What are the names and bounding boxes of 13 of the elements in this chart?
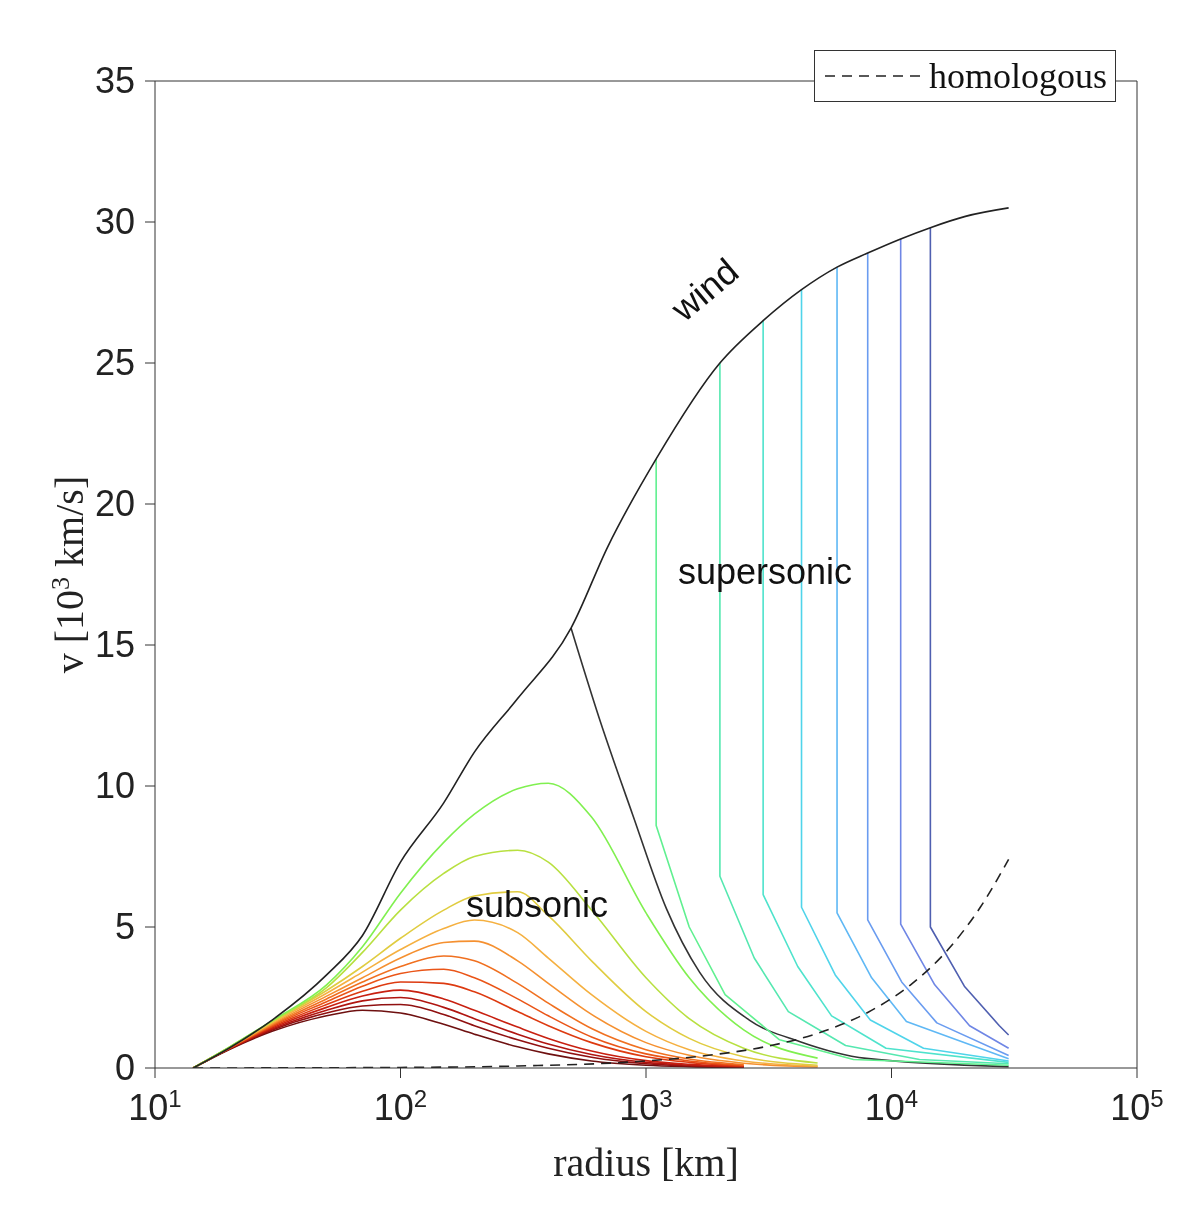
x-axis-title: radius [km] — [553, 1140, 739, 1186]
y-tick-label: 5 — [114, 906, 135, 947]
y-tick-label: 25 — [94, 342, 135, 383]
x-tick-label: 10$^{5}$ — [1110, 1084, 1164, 1128]
x-tick-label: 10$^{4}$ — [864, 1084, 919, 1128]
y-tick-label: 35 — [94, 60, 135, 101]
legend-label: homologous — [928, 55, 1107, 97]
y-tick-label: 15 — [94, 624, 135, 665]
y-tick-label: 30 — [94, 201, 135, 242]
y-tick-label: 20 — [94, 483, 135, 524]
x-tick-label: 10$^{2}$ — [373, 1084, 428, 1128]
y-tick-label: 10 — [94, 765, 135, 806]
x-tick-label: 10$^{3}$ — [619, 1084, 673, 1128]
